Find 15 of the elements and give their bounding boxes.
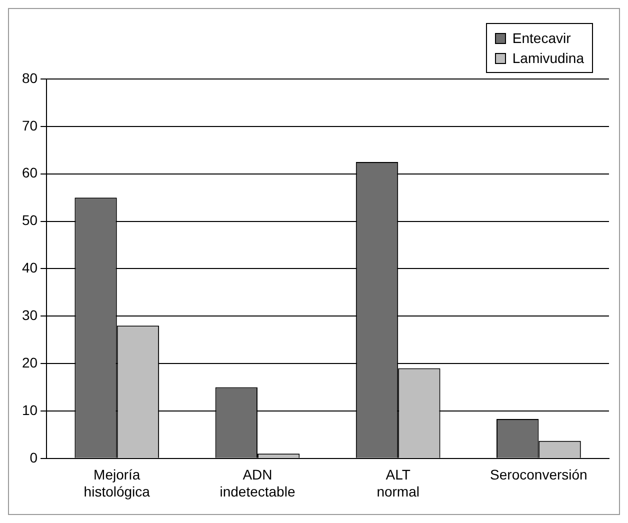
x-tick-label: ADN indetectable <box>220 466 296 500</box>
y-tick-label: 40 <box>22 260 38 276</box>
y-tick-label: 50 <box>22 212 38 228</box>
x-tick-label: Mejoría histológica <box>84 466 150 500</box>
y-tick-label: 80 <box>22 70 38 86</box>
y-tick-label: 60 <box>22 164 38 181</box>
legend-label: Lamivudina <box>512 49 584 68</box>
y-tick-label: 30 <box>22 306 38 323</box>
y-tick-label: 0 <box>30 449 38 466</box>
y-tick-label: 20 <box>22 354 38 370</box>
y-tick-label: 70 <box>22 117 38 134</box>
legend-label: Entecavir <box>512 29 571 48</box>
y-tick-label: 10 <box>22 402 38 418</box>
x-tick-label: Seroconversión <box>490 466 588 483</box>
x-tick-label: ALT normal <box>376 466 420 500</box>
